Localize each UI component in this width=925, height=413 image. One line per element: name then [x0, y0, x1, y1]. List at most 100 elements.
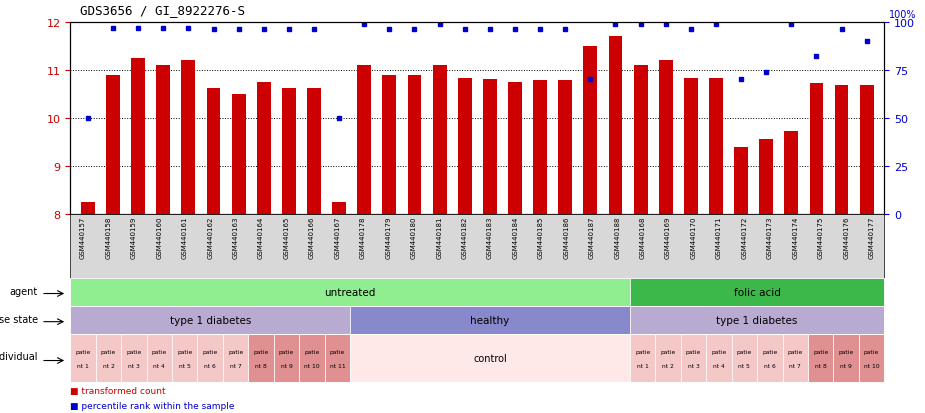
- Bar: [860, 86, 873, 214]
- Text: patie: patie: [788, 349, 803, 354]
- Text: patie: patie: [813, 349, 828, 354]
- Text: GDS3656 / GI_8922276-S: GDS3656 / GI_8922276-S: [80, 4, 244, 17]
- Text: ■ transformed count: ■ transformed count: [70, 386, 166, 395]
- Bar: [759, 140, 773, 214]
- Text: nt 5: nt 5: [738, 363, 750, 368]
- Bar: [131, 59, 145, 214]
- Text: nt 3: nt 3: [128, 363, 140, 368]
- Bar: [181, 61, 195, 214]
- Text: GSM440188: GSM440188: [614, 216, 620, 259]
- Text: control: control: [474, 353, 507, 363]
- Bar: [709, 79, 722, 214]
- Text: patie: patie: [127, 349, 142, 354]
- Text: GSM440157: GSM440157: [80, 216, 86, 258]
- Text: patie: patie: [864, 349, 879, 354]
- Text: GSM440172: GSM440172: [742, 216, 747, 258]
- Text: patie: patie: [279, 349, 294, 354]
- Text: patie: patie: [330, 349, 345, 354]
- Text: GSM440174: GSM440174: [793, 216, 798, 258]
- Text: patie: patie: [686, 349, 701, 354]
- Text: GSM440178: GSM440178: [360, 216, 365, 259]
- Text: GSM440168: GSM440168: [640, 216, 646, 259]
- Text: GSM440179: GSM440179: [386, 216, 391, 259]
- Bar: [382, 76, 396, 214]
- Text: folic acid: folic acid: [734, 287, 781, 297]
- Bar: [307, 89, 321, 214]
- Text: GSM440177: GSM440177: [869, 216, 874, 259]
- Text: agent: agent: [9, 286, 38, 296]
- Bar: [408, 76, 422, 214]
- Text: patie: patie: [228, 349, 243, 354]
- Bar: [684, 79, 697, 214]
- Text: nt 7: nt 7: [789, 363, 801, 368]
- Bar: [809, 84, 823, 214]
- Bar: [584, 47, 598, 214]
- Bar: [206, 89, 220, 214]
- Text: patie: patie: [178, 349, 192, 354]
- Text: GSM440166: GSM440166: [309, 216, 315, 259]
- Text: GSM440186: GSM440186: [563, 216, 569, 259]
- Bar: [156, 66, 170, 214]
- Text: GSM440171: GSM440171: [716, 216, 722, 259]
- Text: type 1 diabetes: type 1 diabetes: [717, 316, 797, 325]
- Bar: [357, 66, 371, 214]
- Text: patie: patie: [737, 349, 752, 354]
- Text: GSM440160: GSM440160: [156, 216, 162, 259]
- Text: patie: patie: [762, 349, 777, 354]
- Text: GSM440185: GSM440185: [538, 216, 544, 258]
- Bar: [508, 83, 522, 214]
- Text: GSM440159: GSM440159: [131, 216, 137, 258]
- Text: type 1 diabetes: type 1 diabetes: [169, 316, 251, 325]
- Text: patie: patie: [304, 349, 319, 354]
- Bar: [257, 83, 271, 214]
- Text: patie: patie: [253, 349, 268, 354]
- Text: nt 6: nt 6: [764, 363, 776, 368]
- Bar: [533, 81, 547, 214]
- Bar: [483, 80, 497, 214]
- Text: nt 8: nt 8: [255, 363, 267, 368]
- Bar: [433, 66, 447, 214]
- Text: GSM440187: GSM440187: [589, 216, 595, 259]
- Text: nt 10: nt 10: [864, 363, 880, 368]
- Text: patie: patie: [839, 349, 854, 354]
- Text: patie: patie: [203, 349, 217, 354]
- Text: patie: patie: [152, 349, 166, 354]
- Bar: [81, 202, 94, 214]
- Text: nt 7: nt 7: [229, 363, 241, 368]
- Bar: [232, 95, 245, 214]
- Text: nt 11: nt 11: [329, 363, 345, 368]
- Text: GSM440170: GSM440170: [691, 216, 697, 259]
- Text: GSM440162: GSM440162: [207, 216, 213, 258]
- Text: nt 2: nt 2: [103, 363, 115, 368]
- Text: nt 1: nt 1: [77, 363, 89, 368]
- Text: nt 8: nt 8: [815, 363, 827, 368]
- Text: nt 10: nt 10: [304, 363, 320, 368]
- Bar: [332, 202, 346, 214]
- Text: GSM440165: GSM440165: [284, 216, 290, 258]
- Text: GSM440164: GSM440164: [258, 216, 264, 258]
- Text: patie: patie: [76, 349, 91, 354]
- Text: GSM440167: GSM440167: [335, 216, 340, 259]
- Text: individual: individual: [0, 351, 38, 361]
- Text: nt 2: nt 2: [662, 363, 674, 368]
- Text: GSM440180: GSM440180: [411, 216, 416, 259]
- Text: GSM440173: GSM440173: [767, 216, 772, 259]
- Text: nt 4: nt 4: [154, 363, 166, 368]
- Text: healthy: healthy: [471, 316, 510, 325]
- Text: GSM440169: GSM440169: [665, 216, 671, 259]
- Bar: [734, 147, 748, 214]
- Bar: [282, 89, 296, 214]
- Bar: [659, 61, 672, 214]
- Text: GSM440184: GSM440184: [512, 216, 518, 258]
- Text: GSM440161: GSM440161: [182, 216, 188, 259]
- Text: nt 9: nt 9: [280, 363, 292, 368]
- Text: GSM440176: GSM440176: [844, 216, 849, 259]
- Text: nt 3: nt 3: [687, 363, 699, 368]
- Text: patie: patie: [101, 349, 116, 354]
- Text: nt 4: nt 4: [713, 363, 725, 368]
- Text: nt 9: nt 9: [840, 363, 852, 368]
- Text: GSM440182: GSM440182: [462, 216, 467, 258]
- Text: nt 1: nt 1: [636, 363, 648, 368]
- Text: disease state: disease state: [0, 314, 38, 324]
- Bar: [458, 79, 472, 214]
